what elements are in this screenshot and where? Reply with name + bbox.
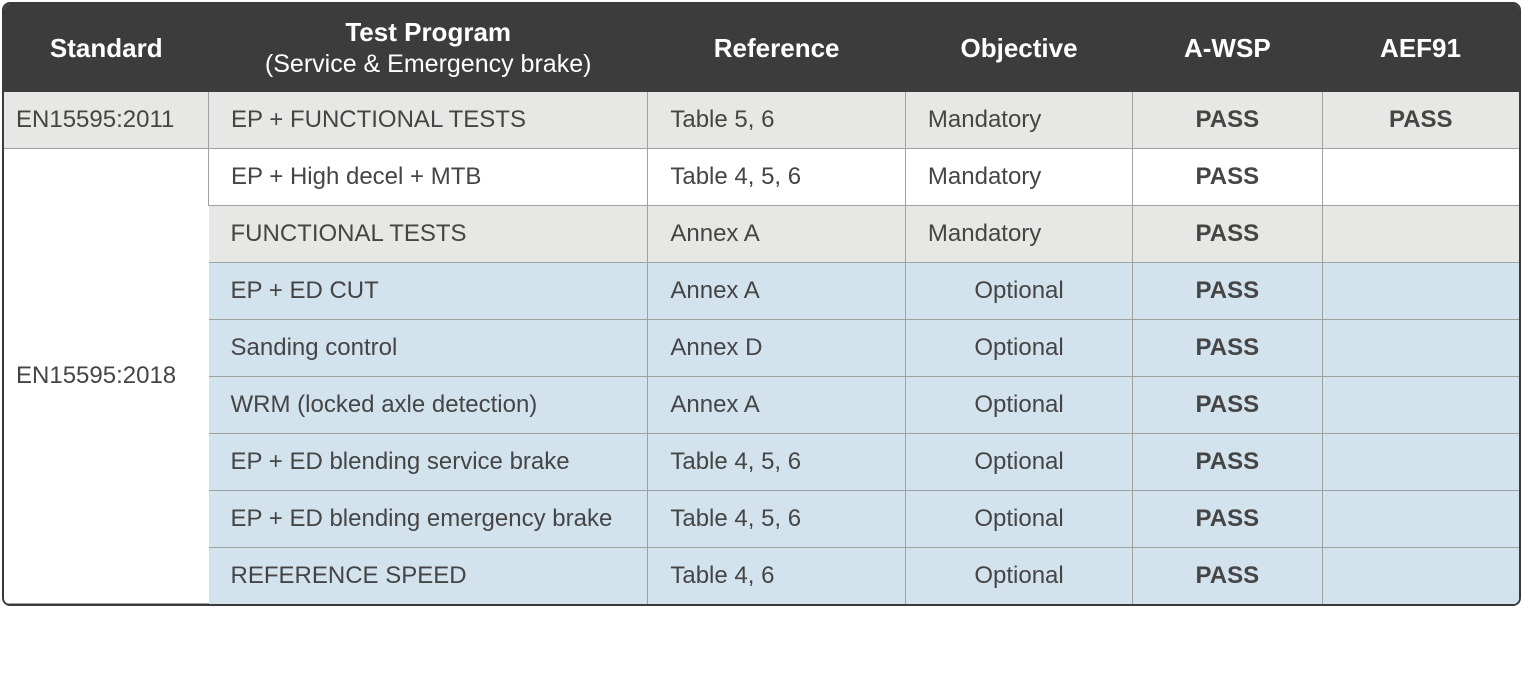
cell-reference: Annex A <box>648 376 906 433</box>
col-objective: Objective <box>905 4 1132 92</box>
col-aef91: AEF91 <box>1322 4 1519 92</box>
table-row: EN15595:2011 EP + FUNCTIONAL TESTS Table… <box>4 92 1519 149</box>
compliance-table-wrapper: Standard Test Program (Service & Emergen… <box>2 2 1521 606</box>
cell-awsp: PASS <box>1133 376 1322 433</box>
cell-awsp: PASS <box>1133 433 1322 490</box>
cell-objective: Optional <box>905 262 1132 319</box>
table-row: EP + ED blending service brake Table 4, … <box>4 433 1519 490</box>
table-row: EP + ED blending emergency brake Table 4… <box>4 490 1519 547</box>
table-body: EN15595:2011 EP + FUNCTIONAL TESTS Table… <box>4 92 1519 604</box>
table-row: REFERENCE SPEED Table 4, 6 Optional PASS <box>4 547 1519 604</box>
cell-awsp: PASS <box>1133 148 1322 205</box>
header-label: A-WSP <box>1184 33 1271 63</box>
cell-objective: Optional <box>905 547 1132 604</box>
cell-objective: Optional <box>905 433 1132 490</box>
cell-objective: Mandatory <box>905 92 1132 149</box>
cell-program: Sanding control <box>209 319 648 376</box>
cell-program: FUNCTIONAL TESTS <box>209 205 648 262</box>
cell-program: WRM (locked axle detection) <box>209 376 648 433</box>
cell-standard: EN15595:2018 <box>4 148 209 604</box>
cell-program: EP + FUNCTIONAL TESTS <box>209 92 648 149</box>
cell-objective: Mandatory <box>905 205 1132 262</box>
table-row: Sanding control Annex D Optional PASS <box>4 319 1519 376</box>
header-label: Objective <box>961 33 1078 63</box>
header-label: Test Program <box>345 17 511 47</box>
cell-reference: Table 4, 5, 6 <box>648 433 906 490</box>
compliance-table: Standard Test Program (Service & Emergen… <box>4 4 1519 604</box>
cell-reference: Annex A <box>648 205 906 262</box>
cell-objective: Optional <box>905 490 1132 547</box>
table-row: EP + ED CUT Annex A Optional PASS <box>4 262 1519 319</box>
table-row: FUNCTIONAL TESTS Annex A Mandatory PASS <box>4 205 1519 262</box>
col-test-program: Test Program (Service & Emergency brake) <box>209 4 648 92</box>
cell-aef91 <box>1322 433 1519 490</box>
header-label: Reference <box>714 33 840 63</box>
col-reference: Reference <box>648 4 906 92</box>
header-sublabel: (Service & Emergency brake) <box>219 49 638 80</box>
header-label: AEF91 <box>1380 33 1461 63</box>
cell-aef91 <box>1322 547 1519 604</box>
cell-reference: Table 4, 6 <box>648 547 906 604</box>
cell-standard: EN15595:2011 <box>4 92 209 149</box>
cell-reference: Table 5, 6 <box>648 92 906 149</box>
cell-program: EP + High decel + MTB <box>209 148 648 205</box>
cell-program: EP + ED blending service brake <box>209 433 648 490</box>
cell-reference: Annex D <box>648 319 906 376</box>
cell-aef91 <box>1322 205 1519 262</box>
cell-objective: Mandatory <box>905 148 1132 205</box>
cell-objective: Optional <box>905 376 1132 433</box>
header-label: Standard <box>50 33 163 63</box>
cell-awsp: PASS <box>1133 92 1322 149</box>
cell-aef91 <box>1322 148 1519 205</box>
cell-program: EP + ED blending emergency brake <box>209 490 648 547</box>
cell-reference: Table 4, 5, 6 <box>648 148 906 205</box>
cell-aef91 <box>1322 490 1519 547</box>
cell-awsp: PASS <box>1133 205 1322 262</box>
cell-awsp: PASS <box>1133 547 1322 604</box>
table-row: EN15595:2018 EP + High decel + MTB Table… <box>4 148 1519 205</box>
table-row: WRM (locked axle detection) Annex A Opti… <box>4 376 1519 433</box>
cell-program: EP + ED CUT <box>209 262 648 319</box>
cell-aef91 <box>1322 319 1519 376</box>
cell-awsp: PASS <box>1133 262 1322 319</box>
cell-objective: Optional <box>905 319 1132 376</box>
header-row: Standard Test Program (Service & Emergen… <box>4 4 1519 92</box>
col-awsp: A-WSP <box>1133 4 1322 92</box>
cell-awsp: PASS <box>1133 490 1322 547</box>
cell-aef91: PASS <box>1322 92 1519 149</box>
cell-reference: Table 4, 5, 6 <box>648 490 906 547</box>
cell-awsp: PASS <box>1133 319 1322 376</box>
cell-reference: Annex A <box>648 262 906 319</box>
col-standard: Standard <box>4 4 209 92</box>
cell-program: REFERENCE SPEED <box>209 547 648 604</box>
cell-aef91 <box>1322 376 1519 433</box>
cell-aef91 <box>1322 262 1519 319</box>
